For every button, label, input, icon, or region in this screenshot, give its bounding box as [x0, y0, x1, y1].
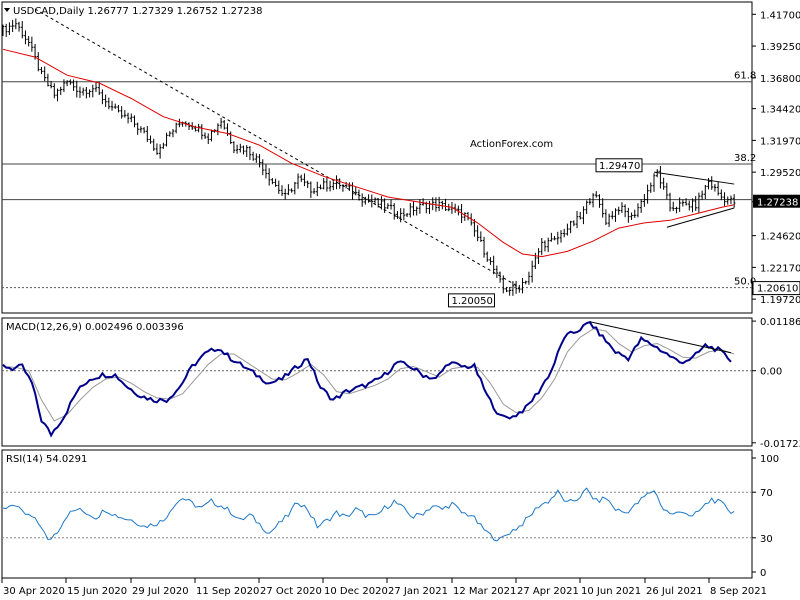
axes: 1.41700 1.39250 1.36800 1.34420 1.31970 1.295… [1, 10, 800, 597]
x-tick-label: 27 Jan 2021 [388, 586, 448, 597]
y-tick-label: 0 [760, 568, 766, 579]
price-annotation: 1.20050 [451, 296, 492, 307]
x-tick-label: 26 Jul 2021 [646, 586, 703, 597]
y-tick-label: 1.34420 [760, 105, 800, 116]
x-tick-label: 8 Sep 2021 [710, 586, 767, 597]
moving-average-line [2, 48, 735, 258]
last-price-label: 1.27238 [757, 198, 798, 209]
rsi-title: RSI(14) 54.0291 [6, 454, 87, 465]
level-label: 50.0 [734, 277, 756, 288]
y-tick-label: 70 [760, 488, 773, 499]
macd-plot [2, 320, 752, 438]
level-price-label: 1.20610 [757, 284, 798, 295]
x-tick-label: 27 Oct 2020 [260, 586, 322, 597]
y-tick-label: -0.017238 [760, 439, 800, 450]
price-plot: 61.8 38.2 50.0 1.29470 1.20050 [1, 8, 756, 308]
price-panel-frame [1, 1, 753, 314]
rsi-line [2, 487, 735, 542]
macd-line [2, 320, 732, 438]
price-header: USDCAD,Daily 1.26777 1.27329 1.26752 1.2… [13, 6, 263, 17]
dropdown-arrow-icon[interactable] [4, 8, 10, 12]
trendline [653, 171, 735, 185]
y-tick-label: 1.31970 [760, 136, 800, 147]
price-annotation-box [595, 158, 643, 173]
y-tick-label: 1.29520 [760, 168, 800, 179]
macd-signal-line [2, 328, 735, 422]
y-tick-label: 1.41700 [760, 10, 800, 21]
x-tick-label: 30 Apr 2020 [3, 586, 65, 597]
y-tick-label: 1.36800 [760, 74, 800, 85]
y-tick-label: 1.39250 [760, 42, 800, 53]
x-tick-label: 29 Jul 2020 [132, 586, 189, 597]
x-tick-label: 11 Sep 2020 [196, 586, 259, 597]
level-label: 61.8 [734, 71, 756, 82]
last-price-marker [753, 194, 800, 208]
price-annotation-box [447, 293, 495, 308]
x-tick-label: 10 Jun 2021 [581, 586, 641, 597]
macd-title: MACD(12,26,9) 0.002496 0.003396 [6, 322, 184, 333]
y-tick-label: 30 [760, 534, 773, 545]
x-tick-label: 15 Jun 2020 [67, 586, 127, 597]
macd-panel-frame [1, 317, 753, 447]
level-label: 38.2 [734, 153, 756, 164]
y-tick-label: 0.00 [760, 367, 782, 378]
price-annotation: 1.29470 [599, 161, 640, 172]
y-tick-label: 100 [760, 454, 779, 465]
watermark: ActionForex.com [470, 139, 553, 150]
y-tick-label: 1.19720 [760, 295, 800, 306]
x-tick-label: 27 Apr 2021 [517, 586, 579, 597]
rsi-plot [2, 487, 752, 542]
x-tick-label: 10 Dec 2020 [324, 586, 388, 597]
x-tick-label: 12 Mar 2021 [453, 586, 516, 597]
y-tick-label: 1.24620 [760, 232, 800, 243]
level-price-box [752, 281, 800, 296]
y-tick-label: 1.22170 [760, 263, 800, 274]
trendline [666, 207, 735, 228]
macd-trendline [589, 321, 732, 354]
y-tick-label: 0.011862 [760, 317, 800, 328]
